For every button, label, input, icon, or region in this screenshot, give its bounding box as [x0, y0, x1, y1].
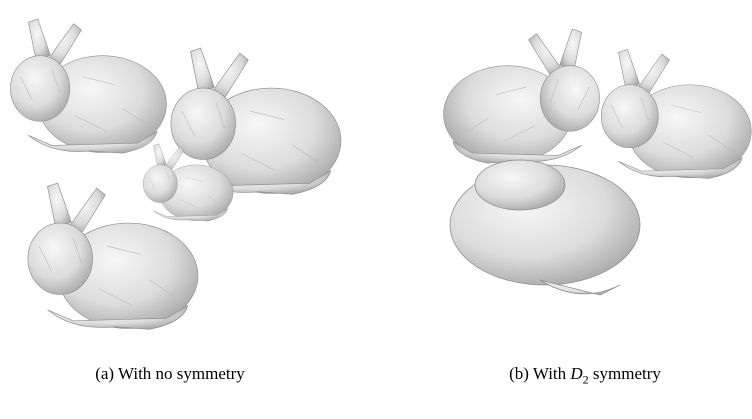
bunny-ear	[474, 159, 566, 211]
caption-text: (a) With no symmetry	[95, 364, 245, 383]
caption-text: (b) With	[509, 364, 571, 383]
caption: (b) With D2 symmetry	[509, 364, 661, 387]
bunny	[10, 18, 167, 154]
bunny	[443, 28, 600, 164]
bunny	[600, 49, 752, 179]
panel-a-image	[10, 18, 342, 330]
figure	[10, 18, 752, 330]
caption-sub: 2	[582, 372, 589, 387]
caption-math: D	[570, 364, 583, 383]
bunny-foot	[539, 279, 621, 296]
panel-b-image	[443, 28, 752, 296]
caption-text: symmetry	[588, 364, 661, 383]
caption: (a) With no symmetry	[95, 364, 245, 384]
